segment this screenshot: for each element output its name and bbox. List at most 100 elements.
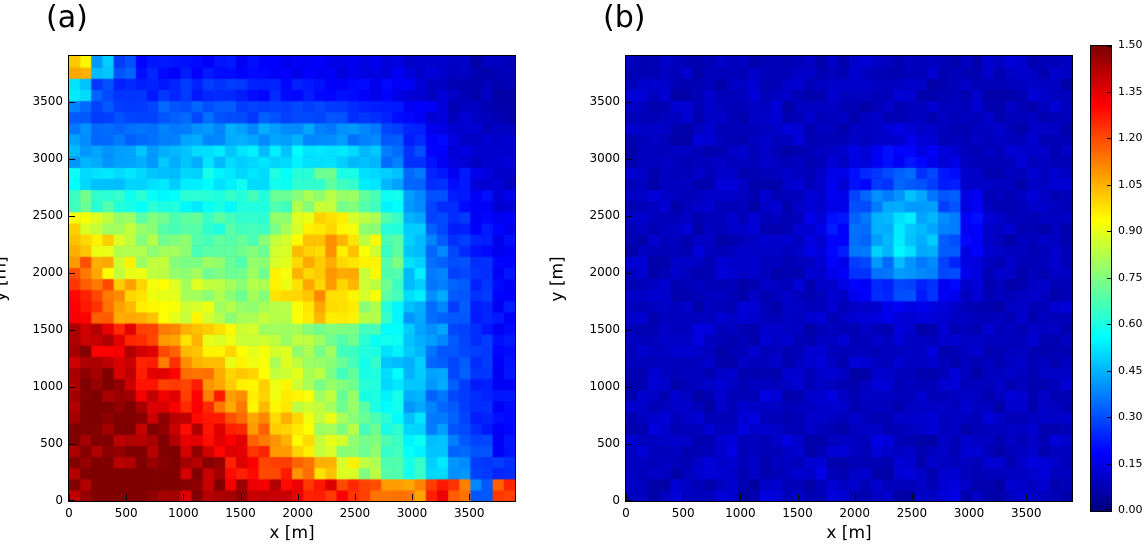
colorbar-tick-mark (1107, 91, 1111, 93)
x-tick-label: 3000 (396, 506, 428, 520)
colorbar-tick-mark (1107, 277, 1111, 279)
y-tick-label: 0 (55, 493, 63, 507)
panel-b-plot-area: x [m] y [m] 0 500 1000 1500 2000 2500 3000 3500… (548, 55, 1073, 543)
panel-b-x-axis-label: x [m] (826, 523, 872, 543)
x-tick-label: 1000 (168, 506, 199, 520)
y-tick-mark (626, 443, 632, 445)
x-tick-mark (1026, 494, 1028, 500)
y-tick-label: 2500 (32, 207, 63, 222)
colorbar-tick-mark (1107, 463, 1111, 465)
colorbar: 0.00 0.15 0.30 0.45 0.60 0.75 0.90 1.05 1.20 1.35… (1090, 38, 1147, 516)
y-tick-label: 500 (597, 435, 620, 450)
x-tick-mark (469, 494, 471, 500)
x-tick-label: 1500 (782, 506, 813, 520)
colorbar-tick-label: 1.20 (1118, 131, 1143, 144)
y-tick-mark (626, 215, 632, 217)
colorbar-tick-label: 1.50 (1118, 38, 1143, 51)
panel-a-plot-area: x [m] y [m] 0500100015002000250030003500… (0, 55, 516, 543)
colorbar-tick-label: 0.75 (1118, 270, 1143, 284)
colorbar-tick-label: 0.00 (1118, 503, 1143, 516)
colorbar-tick-mark (1107, 370, 1111, 372)
colorbar-tick-mark (1107, 184, 1111, 186)
y-tick-mark (626, 101, 632, 103)
y-tick-label: 500 (40, 435, 63, 450)
colorbar-tick-label: 0.15 (1118, 456, 1143, 470)
y-tick-mark (626, 158, 632, 160)
y-tick-mark (69, 101, 75, 103)
panel-b: (b) x [m] y [m] 0 500 1000 1500 2000 2500 3000… (548, 0, 1117, 547)
colorbar-tick-label: 0.90 (1118, 224, 1143, 237)
panel-b-heatmap-canvas (626, 56, 1072, 501)
colorbar-tick-mark (1107, 417, 1111, 418)
panel-a-heatmap-canvas (69, 56, 515, 501)
panel-a: (a) x [m] y [m] 050010001500200025003000… (0, 0, 560, 547)
y-tick-mark (69, 272, 75, 274)
x-tick-label: 3500 (453, 506, 485, 520)
colorbar-tick-label: 1.05 (1118, 177, 1143, 191)
x-tick-mark (69, 494, 70, 500)
y-tick-label: 3000 (32, 150, 63, 165)
y-tick-label: 3000 (589, 150, 620, 165)
x-tick-mark (683, 494, 685, 500)
panel-b-y-axis-label: y [m] (548, 255, 569, 302)
x-tick-label: 2000 (839, 506, 870, 520)
x-tick-mark (854, 494, 856, 500)
y-tick-label: 1500 (589, 321, 620, 336)
y-tick-label: 3500 (32, 93, 63, 108)
colorbar-tick-mark (1107, 231, 1111, 232)
y-tick-label: 1500 (32, 321, 63, 336)
x-tick-mark (797, 494, 799, 500)
y-tick-mark (69, 158, 75, 160)
x-tick-label: 2000 (282, 506, 313, 520)
x-tick-mark (412, 494, 414, 500)
y-tick-label: 2000 (32, 264, 63, 279)
y-tick-mark (69, 443, 75, 445)
colorbar-tick-label: 0.60 (1118, 317, 1143, 330)
y-tick-label: 1000 (589, 378, 620, 393)
x-tick-mark (183, 494, 185, 500)
x-tick-mark (969, 494, 971, 500)
y-tick-mark (626, 329, 632, 331)
x-tick-label: 2500 (896, 506, 928, 520)
y-tick-mark (626, 272, 632, 274)
x-tick-label: 500 (114, 506, 138, 520)
colorbar-tick-mark (1107, 509, 1111, 510)
y-tick-label: 2000 (589, 264, 620, 279)
colorbar-tick-mark (1107, 46, 1111, 47)
panel-b-label: (b) (603, 0, 646, 35)
y-tick-mark (626, 386, 632, 388)
colorbar-tick-mark (1107, 324, 1111, 325)
y-tick-mark (69, 500, 75, 501)
x-tick-mark (740, 494, 742, 500)
y-tick-label: 1000 (32, 378, 63, 393)
colorbar-tick-label: 0.45 (1118, 363, 1143, 377)
x-tick-label: 3000 (953, 506, 985, 520)
x-tick-mark (354, 494, 356, 500)
panel-a-label: (a) (46, 0, 88, 35)
colorbar-gradient-canvas (1090, 45, 1112, 512)
x-tick-label: 2500 (339, 506, 371, 520)
x-tick-label: 500 (671, 506, 695, 520)
y-tick-mark (69, 215, 75, 217)
colorbar-tick-mark (1107, 138, 1111, 139)
y-tick-label: 2500 (589, 207, 620, 222)
x-tick-mark (297, 494, 299, 500)
colorbar-tick-label: 1.35 (1118, 84, 1143, 98)
x-tick-label: 1000 (725, 506, 756, 520)
y-tick-mark (69, 329, 75, 331)
colorbar-tick-label: 0.30 (1118, 410, 1143, 423)
panel-a-x-axis-label: x [m] (269, 523, 315, 543)
x-tick-label: 3500 (1010, 506, 1042, 520)
x-tick-mark (911, 494, 913, 500)
x-tick-mark (240, 494, 242, 500)
x-tick-label: 1500 (225, 506, 256, 520)
y-tick-mark (69, 386, 75, 388)
x-tick-mark (626, 494, 627, 500)
x-tick-mark (126, 494, 128, 500)
y-tick-label: 3500 (589, 93, 620, 108)
y-tick-label: 0 (612, 493, 620, 507)
x-tick-label: 0 (65, 506, 73, 520)
y-tick-mark (626, 500, 632, 501)
x-tick-label: 0 (622, 506, 630, 520)
